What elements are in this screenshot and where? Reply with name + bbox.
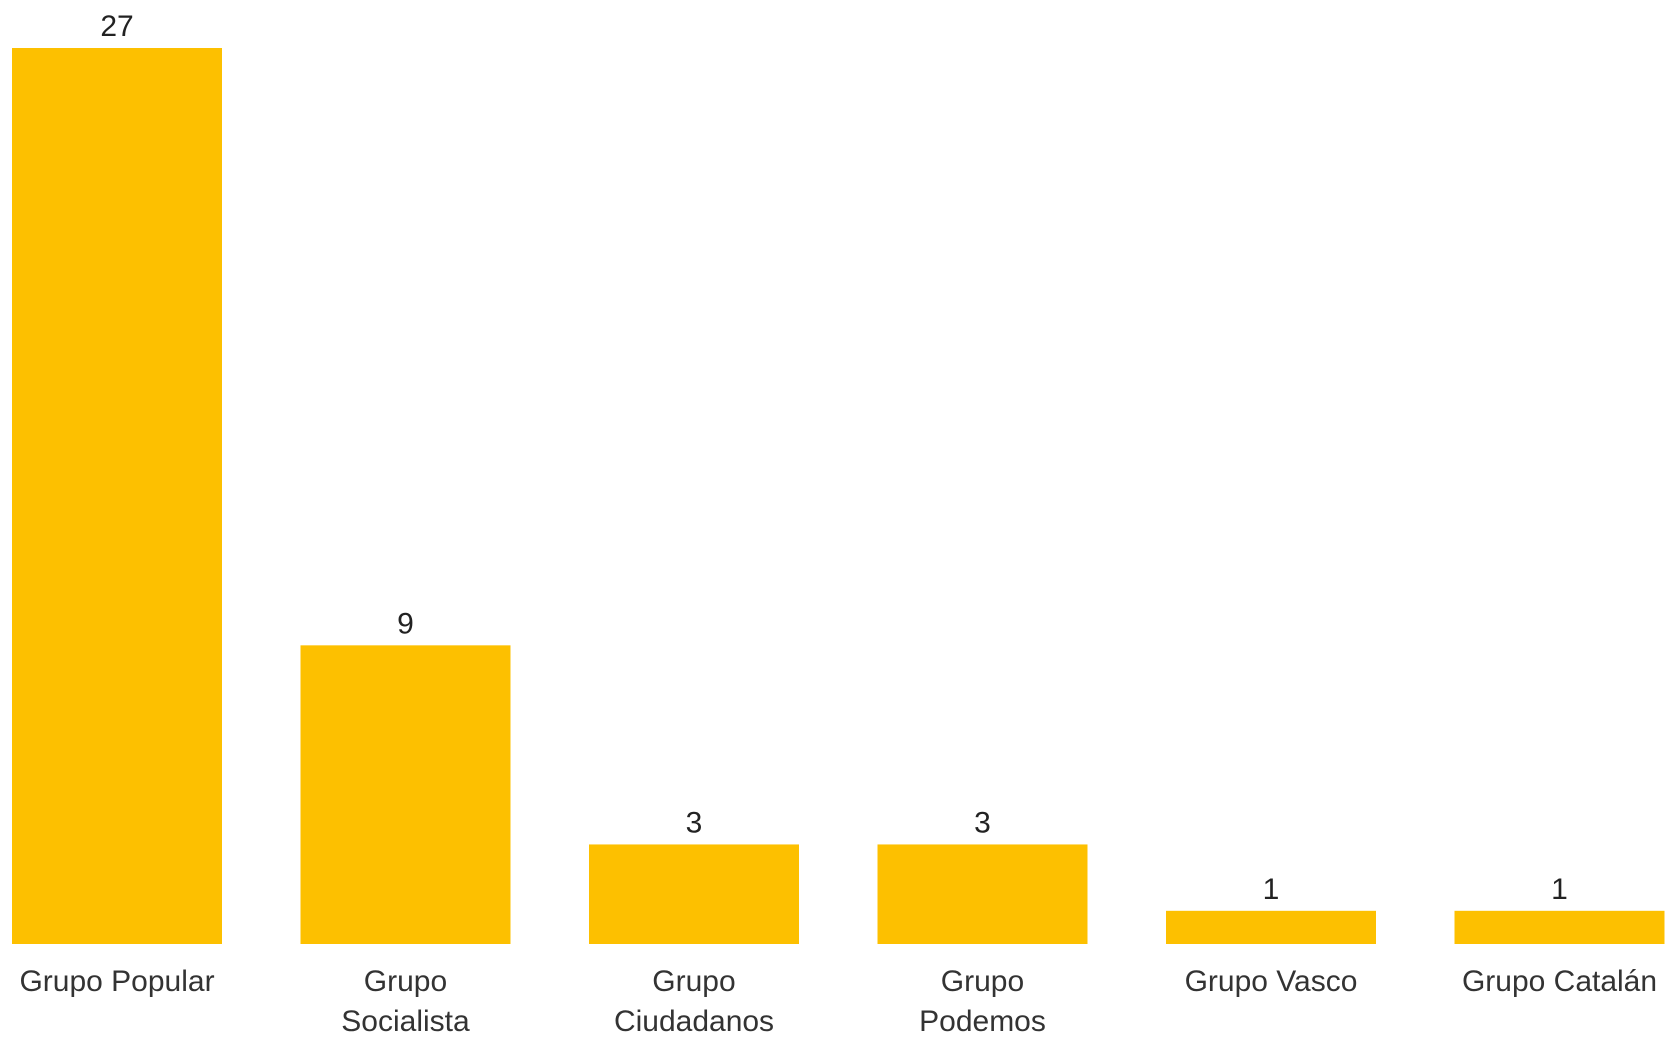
value-labels-group: 27 9 3 3 1 1 (100, 10, 1568, 906)
bar-value-label: 1 (1263, 873, 1280, 906)
bar (877, 844, 1088, 944)
bar (12, 48, 222, 944)
bars-group (12, 48, 1665, 944)
bar (300, 645, 511, 944)
bar (1166, 910, 1376, 944)
bar-value-label: 3 (686, 806, 703, 839)
category-label: Grupo Popular (19, 965, 214, 998)
category-label: Grupo Vasco (1185, 965, 1358, 998)
bar-value-label: 9 (397, 607, 414, 640)
category-label-line: Grupo Catalán (1462, 965, 1657, 998)
bar (589, 844, 799, 944)
category-label-line: Grupo Vasco (1185, 965, 1358, 998)
category-label-line: Ciudadanos (614, 1005, 774, 1038)
category-label-line: Podemos (919, 1005, 1046, 1038)
category-labels-group: Grupo Popular Grupo Socialista Grupo Ciudada… (19, 965, 1657, 1038)
category-label-line: Grupo (364, 965, 447, 998)
category-label: Grupo Podemos (919, 965, 1046, 1038)
category-label-line: Grupo Popular (19, 965, 214, 998)
category-label-line: Socialista (341, 1005, 470, 1038)
category-label: Grupo Socialista (341, 965, 470, 1038)
category-label-line: Grupo (652, 965, 735, 998)
bar-value-label: 3 (974, 806, 991, 839)
category-label-line: Grupo (941, 965, 1024, 998)
category-label: Grupo Catalán (1462, 965, 1657, 998)
bar (1454, 910, 1665, 944)
category-label: Grupo Ciudadanos (614, 965, 774, 1038)
bar-value-label: 1 (1551, 873, 1568, 906)
bar-value-label: 27 (100, 10, 133, 43)
